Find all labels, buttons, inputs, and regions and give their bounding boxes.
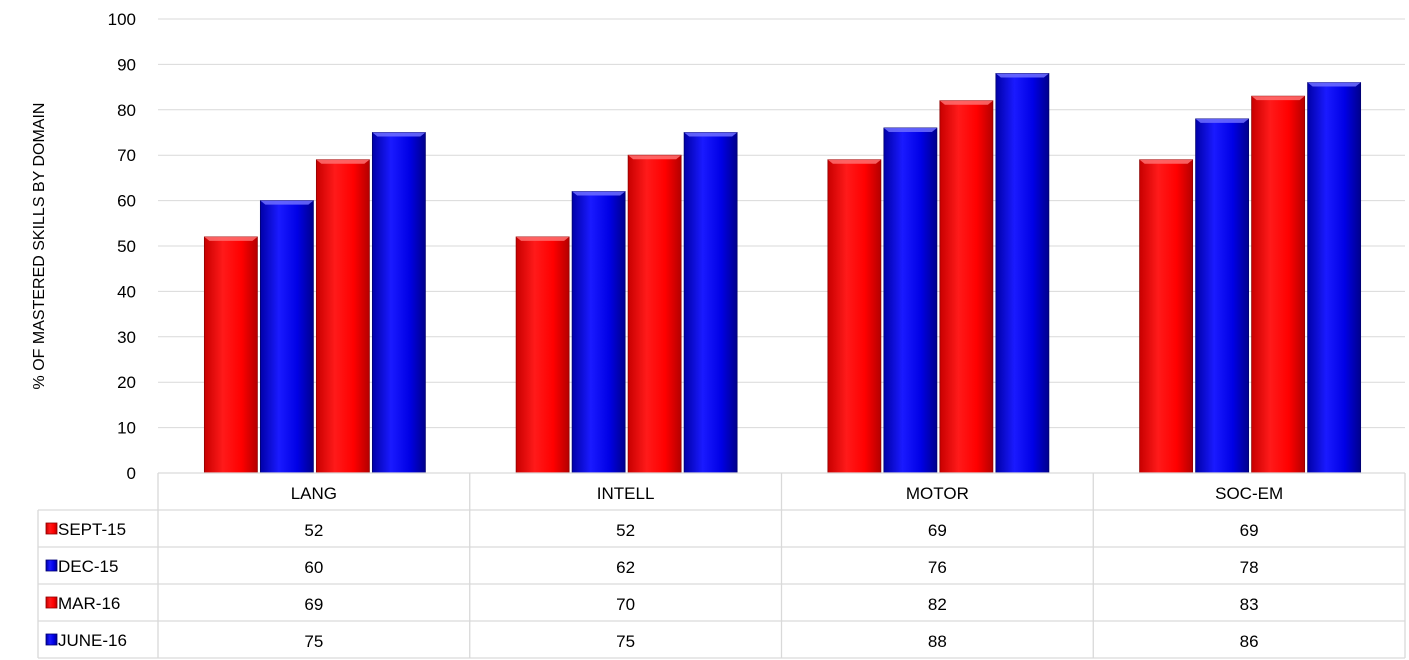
bar (883, 127, 938, 474)
y-tick-label: 80 (117, 101, 136, 120)
table-value: 75 (304, 632, 323, 651)
legend-key (45, 559, 58, 572)
bar (1307, 82, 1362, 474)
legend-label: DEC-15 (58, 557, 118, 576)
table-value: 52 (304, 521, 323, 540)
data-table: LANG INTELL MOTOR SOC-EM SEPT-15 52 52 69 69 DEC-… (37, 472, 1406, 659)
legend-label: JUNE-16 (58, 631, 127, 650)
table-value: 78 (1240, 558, 1259, 577)
table-value: 69 (928, 521, 947, 540)
table-value: 76 (928, 558, 947, 577)
x-tick-label: INTELL (597, 484, 655, 503)
y-axis-ticks: 0 10 20 30 40 50 60 70 80 90 100 (108, 10, 136, 483)
y-tick-label: 40 (117, 282, 136, 301)
y-tick-label: 30 (117, 328, 136, 347)
x-tick-label: MOTOR (906, 484, 969, 503)
bar (627, 154, 682, 474)
y-tick-label: 10 (117, 419, 136, 438)
bars (203, 73, 1362, 474)
legend-label: MAR-16 (58, 594, 120, 613)
x-tick-label: LANG (291, 484, 337, 503)
table-value: 75 (616, 632, 635, 651)
y-tick-label: 20 (117, 373, 136, 392)
bar (203, 236, 258, 474)
legend-label: SEPT-15 (58, 520, 126, 539)
bar (371, 132, 426, 474)
bar (1195, 118, 1250, 474)
table-value: 82 (928, 595, 947, 614)
table-value: 69 (1240, 521, 1259, 540)
bar (683, 132, 738, 474)
y-tick-label: 0 (127, 464, 136, 483)
y-tick-label: 90 (117, 55, 136, 74)
y-tick-label: 100 (108, 10, 136, 29)
table-value: 88 (928, 632, 947, 651)
table-value: 62 (616, 558, 635, 577)
table-value: 83 (1240, 595, 1259, 614)
bar (515, 236, 570, 474)
table-value: 60 (304, 558, 323, 577)
bar (315, 159, 370, 474)
legend-key (45, 522, 58, 535)
x-tick-label: SOC-EM (1215, 484, 1283, 503)
bar (939, 100, 994, 474)
legend-key (45, 633, 58, 646)
y-tick-label: 50 (117, 237, 136, 256)
bar (1251, 95, 1306, 474)
table-value: 86 (1240, 632, 1259, 651)
table-value: 69 (304, 595, 323, 614)
y-tick-label: 70 (117, 146, 136, 165)
bar (995, 73, 1050, 474)
bar (1139, 159, 1194, 474)
table-value: 52 (616, 521, 635, 540)
y-tick-label: 60 (117, 192, 136, 211)
legend-key (45, 596, 58, 609)
bar (571, 191, 626, 474)
bar (827, 159, 882, 474)
table-value: 70 (616, 595, 635, 614)
y-axis-label: % OF MASTERED SKILLS BY DOMAIN (31, 103, 48, 390)
bar (259, 200, 314, 474)
